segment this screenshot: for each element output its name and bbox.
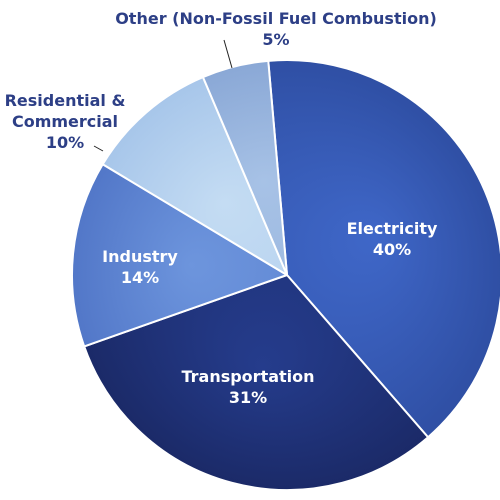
slice-name-label: Residential & <box>5 91 126 110</box>
slice-electricity <box>267 59 500 439</box>
label-other-non-fossil-fuel-combustion: Other (Non-Fossil Fuel Combustion) 5% <box>115 9 437 49</box>
slice-name-label: Other (Non-Fossil Fuel Combustion) <box>115 9 437 28</box>
slice-residential-commercial <box>101 76 288 276</box>
leader-line-residential-commercial <box>93 145 104 152</box>
pie-slices <box>71 59 500 491</box>
label-residential-commercial: Residential & Commercial 10% <box>5 91 126 152</box>
slice-value-label: 31% <box>229 388 267 407</box>
slice-industry <box>71 163 288 348</box>
slice-other-non-fossil-fuel-combustion <box>201 59 288 276</box>
slice-value-label: 40% <box>373 240 411 259</box>
leader-line-other-non-fossil-fuel-combustion <box>223 39 233 69</box>
pie-labels: Electricity 40% Transportation 31% Industry 1… <box>5 9 438 407</box>
slice-value-label: 14% <box>121 268 159 287</box>
label-electricity: Electricity 40% <box>347 219 438 259</box>
slice-value-label: 5% <box>262 30 289 49</box>
label-transportation: Transportation 31% <box>181 367 314 407</box>
slice-name-label: Electricity <box>347 219 438 238</box>
slice-name-label: Transportation <box>181 367 314 386</box>
slice-name-label: Industry <box>102 247 178 266</box>
slice-transportation <box>83 274 430 491</box>
slice-name-label: Commercial <box>12 112 118 131</box>
label-industry: Industry 14% <box>102 247 178 287</box>
leader-lines <box>93 39 233 152</box>
slice-value-label: 10% <box>46 133 84 152</box>
